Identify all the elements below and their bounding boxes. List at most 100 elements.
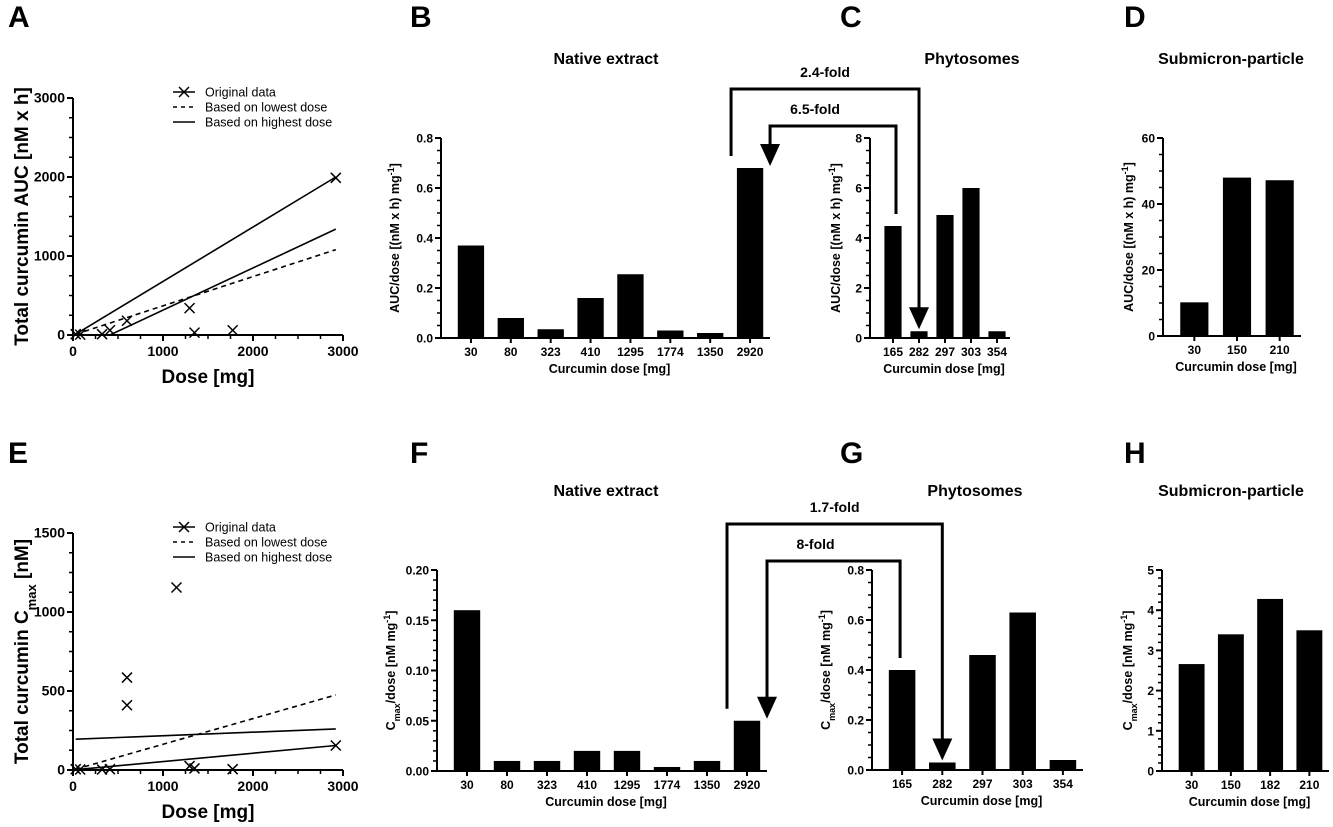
y-tick-label: 1000 (34, 604, 65, 620)
y-tick-label: 0.05 (406, 714, 430, 728)
y-label-sub: max (827, 703, 837, 721)
x-tick-label: 3000 (327, 778, 358, 794)
x-marker-stroke (96, 763, 108, 776)
y-axis-label: Cmax/dose [nM mg-1] (382, 611, 402, 731)
x-marker-stroke (330, 172, 342, 184)
bar (657, 330, 684, 338)
data-point-x-marker (121, 672, 133, 684)
y-tick-label: 1500 (34, 525, 65, 541)
y-tick-label: 0.0 (416, 332, 433, 346)
legend-x-marker (178, 86, 190, 98)
x-tick-label: 1350 (694, 778, 721, 792)
bar (617, 274, 644, 338)
bar (613, 750, 641, 771)
fold-arrow-inner: 8-fold (757, 536, 902, 719)
highest-dose-line (109, 228, 337, 336)
bar (969, 655, 996, 770)
arrow-head (757, 696, 777, 719)
panel-letter: E (8, 437, 28, 470)
y-tick-label: 0 (57, 762, 65, 778)
panel-title: Phytosomes (924, 51, 1019, 68)
panel-g: G Phytosomes 0.0 0.2 0.4 0.6 0.8 165 282 297 303 35… (817, 437, 1083, 808)
legend-entry: Based on highest dose (205, 116, 332, 130)
x-tick-label: 30 (1188, 343, 1202, 357)
fold-label: 8-fold (796, 536, 834, 552)
y-label-sup: -1 (817, 614, 827, 622)
data-point-x-marker (330, 739, 342, 752)
bar (497, 318, 524, 338)
x-marker-stroke (170, 581, 183, 594)
y-tick-label: 2000 (34, 169, 65, 185)
data-point-x-marker (170, 581, 183, 594)
bar (697, 333, 724, 338)
y-tick-label: 6 (855, 182, 862, 196)
x-marker-stroke (74, 329, 86, 341)
data-point-x-marker (121, 699, 133, 711)
fold-arrow-outer: 2.4-fold (729, 64, 929, 330)
bar (988, 331, 1006, 338)
x-tick-label: 150 (1227, 343, 1247, 357)
bar (884, 226, 902, 338)
y-tick-label: 0.2 (416, 282, 433, 296)
x-tick-label: 297 (972, 777, 992, 791)
y-tick-label: 5 (1147, 564, 1154, 578)
y-axis-label: Cmax/dose [nM mg-1] (1119, 611, 1139, 731)
y-tick-label: 0.6 (416, 182, 433, 196)
y-tick-label: 0 (855, 332, 862, 346)
y-axis-label-main: Total curcumin C (12, 610, 33, 764)
y-tick-label: 0 (1147, 765, 1154, 779)
legend-entry: Based on lowest dose (205, 536, 327, 550)
x-marker-stroke (188, 327, 201, 339)
bar (537, 329, 564, 338)
y-label-sup: -1 (386, 167, 396, 175)
x-marker-stroke (121, 699, 133, 711)
bar (888, 670, 916, 770)
x-tick-label: 1295 (617, 345, 644, 359)
y-tick-label: 0.20 (406, 564, 430, 578)
y-label-main: AUC/dose [(nM x h) mg (1122, 174, 1136, 312)
data-point-x-marker (70, 763, 82, 775)
y-label-sub: max (392, 703, 402, 721)
y-label-sub: max (1129, 703, 1139, 721)
y-label-mid: /dose [nM mg (819, 622, 833, 703)
bar (1178, 664, 1205, 771)
fold-label: 6.5-fold (790, 101, 840, 117)
y-tick-label: 0.15 (406, 614, 430, 628)
y-tick-label: 1000 (34, 248, 65, 264)
y-tick-label: 4 (855, 232, 862, 246)
x-tick-label: 30 (1185, 778, 1199, 792)
y-label-end: ] (819, 610, 833, 614)
y-label-end: ] (388, 163, 402, 167)
y-label-c: C (1121, 721, 1135, 730)
panel-a: A 0 1000 2000 3000 0 1000 2000 3000 Dose [mg] Tota… (8, 1, 359, 388)
bar (910, 331, 928, 338)
y-label-main: AUC/dose [(nM x h) mg (829, 175, 843, 313)
bar (453, 610, 481, 771)
x-tick-label: 30 (464, 345, 478, 359)
data-point-x-marker (227, 324, 239, 336)
bar (733, 720, 761, 771)
panel-letter: G (840, 437, 863, 470)
y-tick-label: 3000 (34, 90, 65, 106)
fold-arrow-path (729, 87, 921, 312)
x-tick-label: 0 (69, 778, 77, 794)
x-tick-label: 165 (883, 345, 903, 359)
x-axis-label: Dose [mg] (162, 802, 255, 823)
x-tick-label: 182 (1260, 778, 1280, 792)
bar (1180, 302, 1209, 336)
data-point-x-marker (227, 763, 239, 775)
panel-c: C Phytosomes 0 2 4 6 8 165 282 297 303 354 Curcumin … (827, 1, 1020, 376)
x-marker-stroke (70, 763, 82, 775)
x-tick-label: 410 (581, 345, 601, 359)
y-tick-label: 0.00 (406, 765, 430, 779)
bar (1257, 598, 1284, 771)
panel-b: B Native extract 0.0 0.2 0.4 0.6 0.8 30 80 323 410… (386, 1, 770, 376)
panel-h: H Submicron-particle 0 1 2 3 4 5 30 150 182 210 Curc… (1119, 437, 1329, 809)
x-tick-label: 410 (577, 778, 597, 792)
x-axis-label: Curcumin dose [mg] (1175, 360, 1297, 374)
y-tick-label: 0.4 (847, 664, 864, 678)
x-marker-stroke (227, 324, 239, 336)
x-marker-stroke (184, 760, 196, 772)
x-tick-label: 354 (987, 345, 1007, 359)
